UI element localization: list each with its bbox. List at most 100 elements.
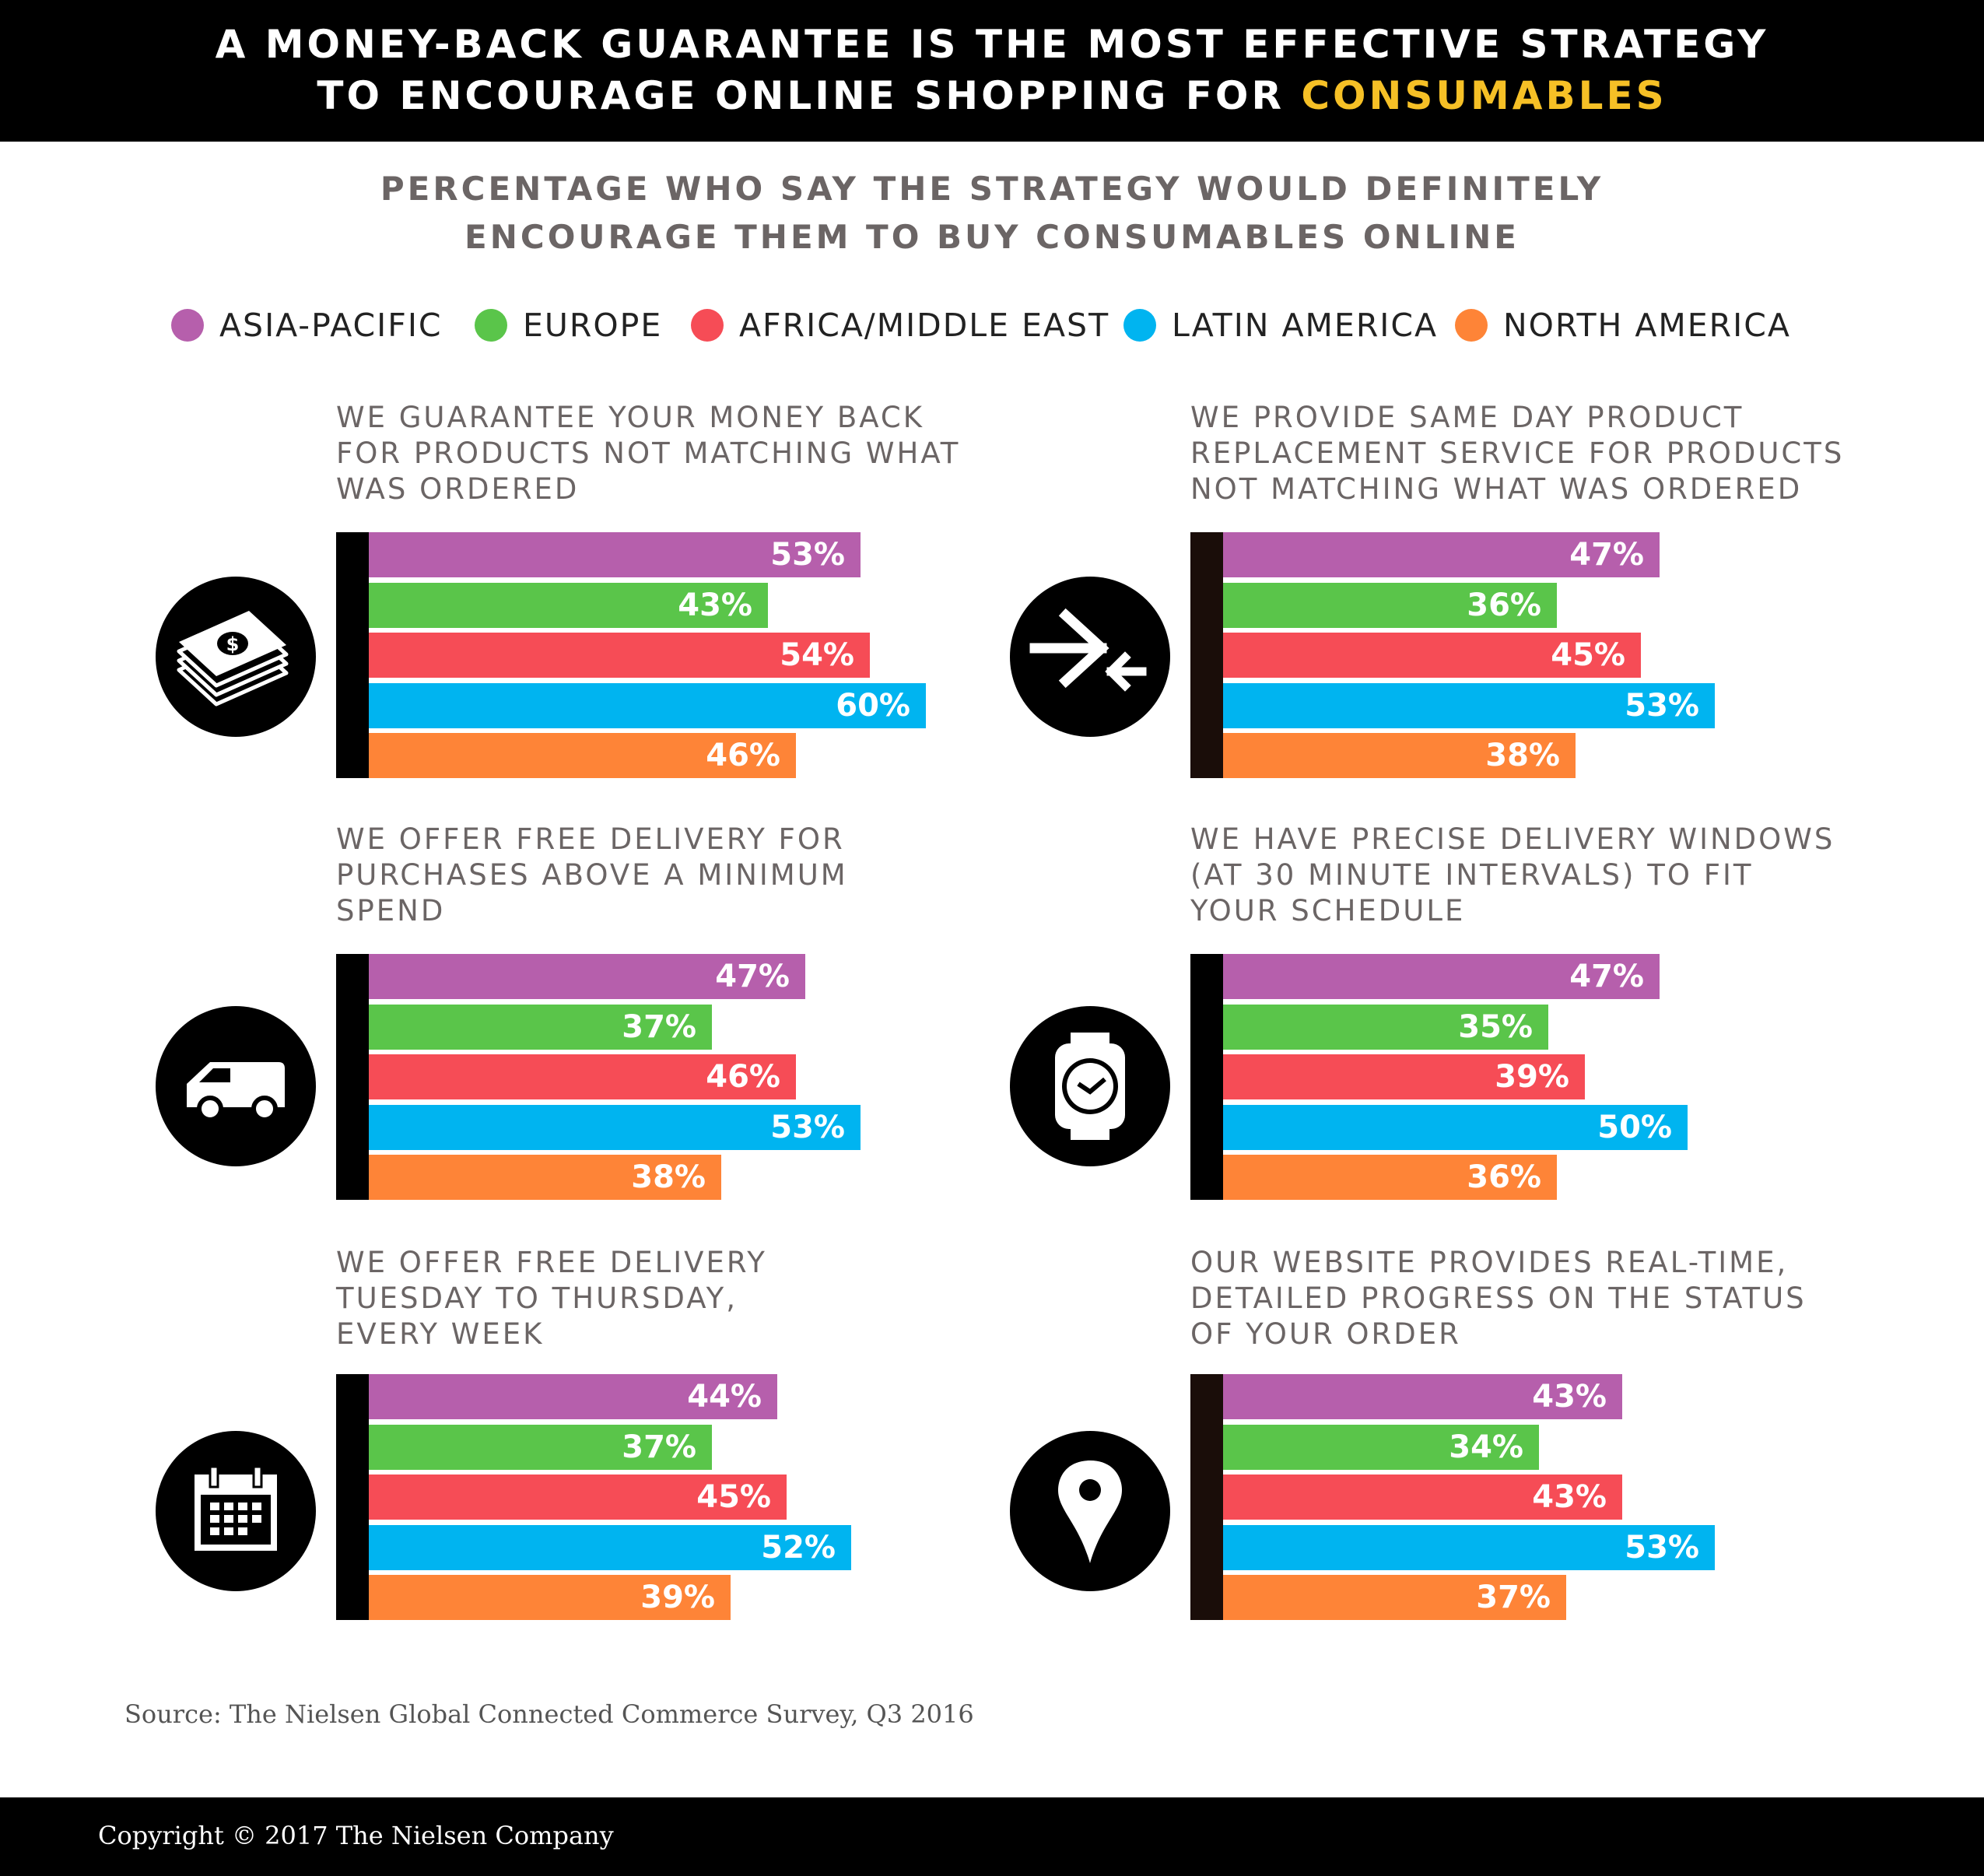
panel-title-line: WAS ORDERED (336, 472, 580, 506)
panel-title-line: OUR WEBSITE PROVIDES REAL-TIME, (1190, 1246, 1789, 1279)
panel-title-line: WE OFFER FREE DELIVERY (336, 1246, 767, 1279)
bar-europe: 37% (369, 1004, 712, 1050)
bar-value-label: 45% (696, 1479, 771, 1516)
bar-value-label: 38% (631, 1159, 706, 1196)
bar-asia-pacific: 47% (369, 954, 805, 999)
axis-bar (336, 1374, 369, 1620)
bar-value-label: 44% (687, 1379, 762, 1415)
footer-banner: Copyright © 2017 The Nielsen Company (0, 1797, 1984, 1876)
legend-swatch-north-america (1455, 309, 1488, 342)
bar-value-label: 34% (1449, 1429, 1523, 1465)
bar-europe: 37% (369, 1424, 712, 1470)
bar-north-america: 37% (1223, 1575, 1566, 1621)
chart-title-highlight: CONSUMABLES (1301, 73, 1667, 118)
bar-value-label: 37% (622, 1008, 696, 1045)
chart-title-line-2: TO ENCOURAGE ONLINE SHOPPING FOR CONSUMA… (0, 73, 1984, 118)
bar-value-label: 36% (1467, 587, 1541, 623)
panel-title: WE PROVIDE SAME DAY PRODUCT REPLACEMENT … (1190, 400, 1860, 507)
bar-europe: 34% (1223, 1424, 1539, 1470)
legend-swatch-asia-pacific (171, 309, 204, 342)
panel-title-line: (AT 30 MINUTE INTERVALS) TO FIT (1190, 858, 1754, 892)
bar-value-label: 37% (1476, 1580, 1551, 1616)
panel-title-line: OF YOUR ORDER (1190, 1317, 1461, 1351)
bar-africa-middle-east: 39% (1223, 1054, 1585, 1100)
exchange-arrows-icon (1010, 577, 1170, 737)
bar-latin-america: 53% (1223, 1524, 1715, 1570)
bar-africa-middle-east: 43% (1223, 1475, 1622, 1520)
panel-title-line: REPLACEMENT SERVICE FOR PRODUCTS (1190, 437, 1845, 470)
legend-label-europe: EUROPE (523, 307, 663, 344)
delivery-van-icon (156, 1006, 316, 1166)
bar-africa-middle-east: 45% (369, 1475, 787, 1520)
legend-label-north-america: NORTH AMERICA (1503, 307, 1791, 344)
panel-title-line: PURCHASES ABOVE A MINIMUM (336, 858, 848, 892)
bar-north-america: 46% (369, 733, 796, 779)
bar-north-america: 36% (1223, 1155, 1557, 1201)
panel-title-line: WE HAVE PRECISE DELIVERY WINDOWS (1190, 822, 1835, 856)
source-note: Source: The Nielsen Global Connected Com… (124, 1699, 974, 1729)
bar-africa-middle-east: 46% (369, 1054, 796, 1100)
panel-title-line: SPEND (336, 894, 446, 927)
bar-north-america: 38% (369, 1155, 721, 1201)
bar-latin-america: 53% (369, 1104, 861, 1150)
svg-text:$: $ (226, 633, 240, 655)
bar-latin-america: 50% (1223, 1104, 1688, 1150)
legend-item-north-america: NORTH AMERICA (1455, 302, 1791, 349)
watch-icon (1010, 1006, 1170, 1166)
bar-value-label: 60% (836, 687, 910, 724)
bar-value-label: 39% (640, 1580, 715, 1616)
bar-europe: 35% (1223, 1004, 1548, 1050)
bar-value-label: 46% (706, 738, 780, 774)
axis-bar (1190, 1374, 1223, 1620)
bar-latin-america: 60% (369, 682, 926, 728)
header-banner: A MONEY-BACK GUARANTEE IS THE MOST EFFEC… (0, 0, 1984, 142)
bar-africa-middle-east: 45% (1223, 633, 1641, 679)
panel-title-line: NOT MATCHING WHAT WAS ORDERED (1190, 472, 1803, 506)
chart-title-line-2-prefix: TO ENCOURAGE ONLINE SHOPPING FOR (317, 73, 1302, 118)
bar-europe: 36% (1223, 582, 1557, 628)
panel-title-line: WE OFFER FREE DELIVERY FOR (336, 822, 845, 856)
panel-title-line: WE PROVIDE SAME DAY PRODUCT (1190, 401, 1744, 434)
legend-label-latin-america: LATIN AMERICA (1172, 307, 1439, 344)
panel-title-line: YOUR SCHEDULE (1190, 894, 1466, 927)
panel-title: WE OFFER FREE DELIVERY TUESDAY TO THURSD… (336, 1245, 1005, 1352)
bar-value-label: 46% (706, 1059, 780, 1096)
money-icon: $ (156, 577, 316, 737)
bar-value-label: 35% (1458, 1008, 1533, 1045)
legend-item-africa-middle-east: AFRICA/MIDDLE EAST (691, 302, 1109, 349)
bar-value-label: 45% (1551, 637, 1625, 674)
bar-value-label: 50% (1597, 1109, 1672, 1145)
legend-item-asia-pacific: ASIA-PACIFIC (171, 302, 443, 349)
legend: ASIA-PACIFIC EUROPE AFRICA/MIDDLE EAST L… (0, 302, 1984, 349)
bar-asia-pacific: 43% (1223, 1374, 1622, 1419)
legend-item-latin-america: LATIN AMERICA (1123, 302, 1438, 349)
panel-title: WE HAVE PRECISE DELIVERY WINDOWS (AT 30 … (1190, 822, 1860, 929)
legend-label-africa-middle-east: AFRICA/MIDDLE EAST (739, 307, 1110, 344)
bar-asia-pacific: 47% (1223, 954, 1660, 999)
location-pin-icon (1010, 1431, 1170, 1591)
panel-title-line: FOR PRODUCTS NOT MATCHING WHAT (336, 437, 961, 470)
bar-value-label: 53% (770, 1109, 845, 1145)
axis-bar (336, 532, 369, 778)
axis-bar (1190, 532, 1223, 778)
bar-value-label: 37% (622, 1429, 696, 1465)
bar-value-label: 43% (1532, 1379, 1607, 1415)
bar-value-label: 53% (770, 537, 845, 573)
bar-value-label: 47% (1569, 959, 1644, 994)
bar-europe: 43% (369, 582, 768, 628)
bar-value-label: 43% (678, 587, 752, 623)
axis-bar (1190, 954, 1223, 1200)
legend-swatch-europe (475, 309, 507, 342)
calendar-icon (156, 1431, 316, 1591)
copyright-text: Copyright © 2017 The Nielsen Company (98, 1821, 614, 1850)
panel-title: OUR WEBSITE PROVIDES REAL-TIME, DETAILED… (1190, 1245, 1860, 1352)
bar-latin-america: 53% (1223, 682, 1715, 728)
panel-title-line: DETAILED PROGRESS ON THE STATUS (1190, 1282, 1807, 1315)
panel-title-line: WE GUARANTEE YOUR MONEY BACK (336, 401, 924, 434)
bar-value-label: 53% (1625, 1529, 1699, 1566)
bar-value-label: 52% (761, 1529, 836, 1566)
bar-asia-pacific: 53% (369, 532, 861, 577)
bar-asia-pacific: 44% (369, 1374, 777, 1419)
panel-title-line: TUESDAY TO THURSDAY, (336, 1282, 738, 1315)
bar-value-label: 39% (1495, 1059, 1569, 1096)
